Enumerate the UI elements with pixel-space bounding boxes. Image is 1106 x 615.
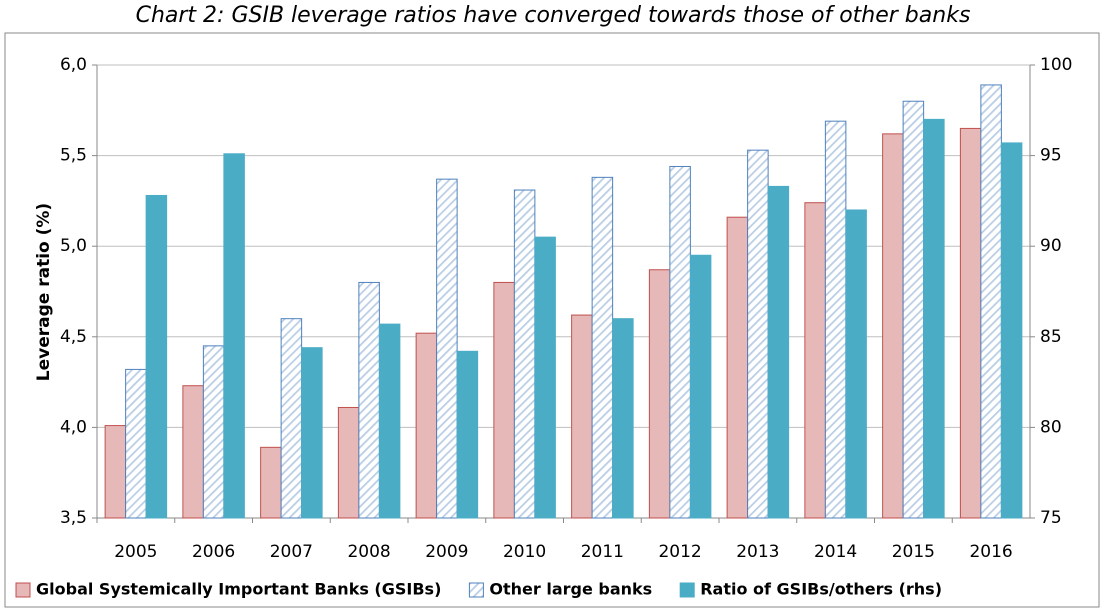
x-tick-label: 2006 (192, 542, 235, 562)
bar (104, 425, 127, 519)
bar (182, 385, 204, 519)
bar (882, 133, 904, 519)
y-tick-label: 5,5 (60, 146, 87, 166)
bar (767, 185, 790, 519)
bar (902, 100, 925, 519)
bar (845, 209, 867, 519)
bar (747, 149, 769, 519)
bar (378, 323, 401, 519)
bar (980, 84, 1002, 519)
y2-tick-label: 90 (1040, 236, 1062, 256)
x-tick-label: 2015 (892, 542, 935, 562)
legend-swatch (468, 582, 484, 598)
bar (301, 347, 323, 519)
bar (824, 120, 847, 519)
bar (223, 153, 245, 519)
chart-title: Chart 2: GSIB leverage ratios have conve… (136, 3, 971, 28)
x-tick-label: 2005 (114, 542, 157, 562)
bar (726, 216, 749, 519)
y-tick-label: 6,0 (60, 55, 87, 75)
bar (804, 202, 826, 519)
y2-tick-label: 100 (1040, 55, 1072, 75)
bar (145, 194, 168, 519)
bar (202, 345, 225, 519)
bar (456, 350, 479, 519)
bar (260, 446, 282, 519)
x-tick-label: 2013 (736, 542, 779, 562)
x-tick-label: 2012 (658, 542, 701, 562)
y-axis-label: Leverage ratio (%) (34, 203, 54, 381)
bar (689, 254, 712, 519)
y-tick-label: 4,5 (60, 327, 87, 347)
x-tick-label: 2014 (814, 542, 857, 562)
bar (591, 176, 614, 519)
bar (436, 178, 458, 519)
bar (280, 318, 303, 519)
x-tick-label: 2010 (503, 542, 546, 562)
bar (513, 189, 536, 519)
y2-tick-label: 75 (1040, 508, 1062, 528)
bar (648, 269, 671, 519)
bar (358, 281, 380, 519)
legend-label: Other large banks (489, 580, 652, 599)
bar (959, 127, 982, 519)
bar (534, 236, 556, 519)
bar (125, 368, 147, 519)
y2-tick-label: 80 (1040, 417, 1062, 437)
bar (337, 406, 360, 519)
bar (571, 314, 593, 519)
x-tick-label: 2011 (581, 542, 624, 562)
bar (1000, 142, 1023, 519)
legend-label: Global Systemically Important Banks (GSI… (36, 580, 441, 599)
y2-tick-label: 85 (1040, 327, 1062, 347)
bar (612, 318, 634, 519)
y-tick-label: 5,0 (60, 236, 87, 256)
y-tick-label: 4,0 (60, 417, 87, 437)
bar (669, 165, 691, 519)
legend-label: Ratio of GSIBs/others (rhs) (700, 580, 942, 599)
x-tick-label: 2016 (969, 542, 1012, 562)
bar (923, 118, 945, 519)
x-tick-label: 2007 (270, 542, 313, 562)
bar (415, 332, 438, 519)
x-tick-label: 2009 (425, 542, 468, 562)
y2-tick-label: 95 (1040, 146, 1062, 166)
y-tick-label: 3,5 (60, 508, 87, 528)
x-tick-label: 2008 (347, 542, 390, 562)
legend-swatch (679, 582, 695, 598)
bar (493, 281, 515, 519)
legend-swatch (15, 582, 31, 598)
